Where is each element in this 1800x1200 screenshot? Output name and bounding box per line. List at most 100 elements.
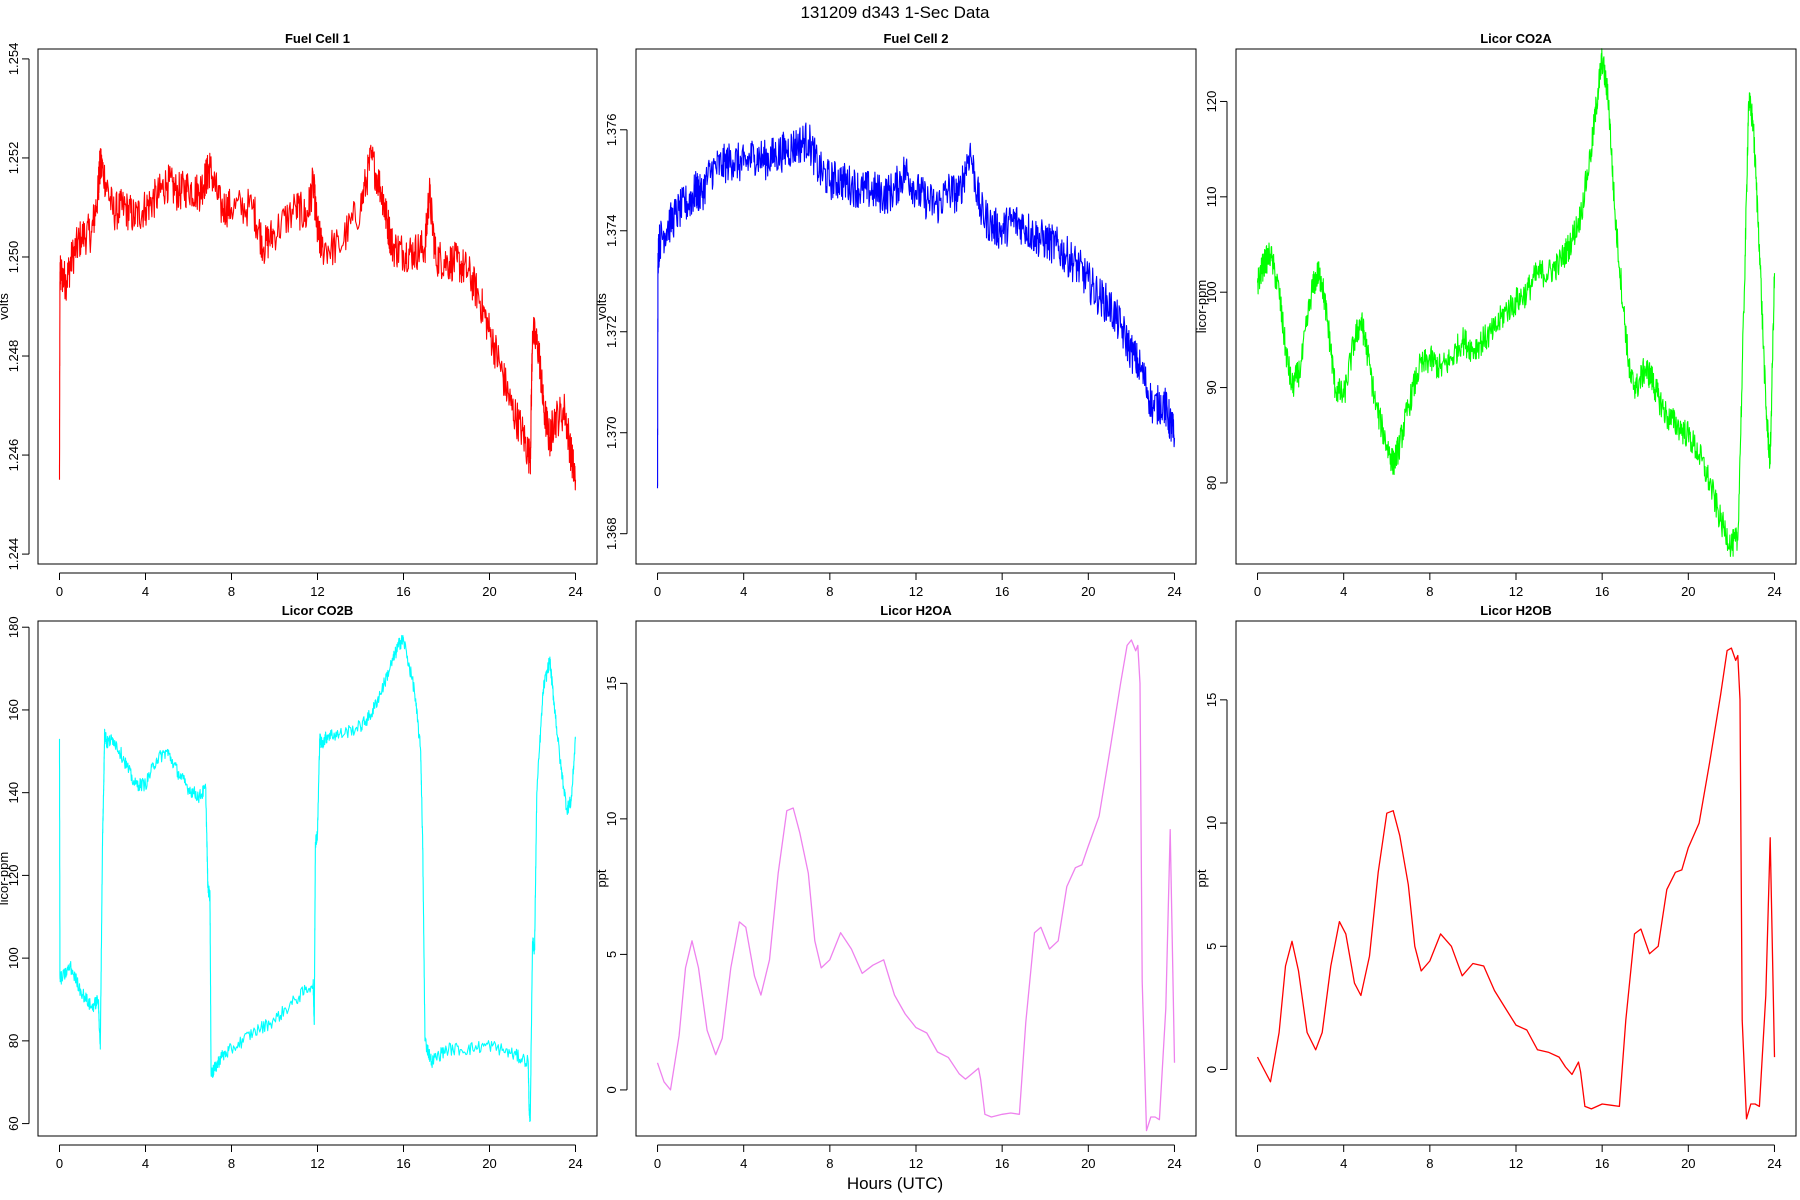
panel-title: Licor CO2A	[1480, 31, 1552, 46]
x-tick-label: 4	[1340, 1156, 1347, 1171]
y-axis-label: ppt	[1194, 869, 1209, 887]
panel-4: 0 4 8 12 16 20 24 60 80 100 120 140 160 180 Licor CO2B…	[0, 603, 598, 1171]
figure-title: 131209 d343 1-Sec Data	[800, 3, 990, 22]
panel-title: Licor CO2B	[282, 603, 354, 618]
y-tick-label: 1.368	[604, 517, 619, 550]
series-line	[58, 634, 577, 1123]
x-tick-label: 8	[826, 584, 833, 599]
y-tick-label: 90	[1204, 380, 1219, 394]
panel-title: Fuel Cell 2	[883, 31, 948, 46]
x-tick-label: 4	[142, 1156, 149, 1171]
plot-frame	[1235, 48, 1797, 565]
panel-title: Licor H2OA	[880, 603, 952, 618]
panel-2: 0 4 8 12 16 20 24 1.368 1.370 1.372 1.374 1.376 Fuel…	[594, 31, 1197, 599]
x-tick-label: 8	[826, 1156, 833, 1171]
y-tick-label: 1.376	[604, 114, 619, 147]
y-axis-label: ppt	[594, 869, 609, 887]
panel-5: 0 4 8 12 16 20 24 0 5 10 15 Licor H2OA ppt	[594, 603, 1197, 1171]
series-line	[656, 639, 1176, 1132]
panels: 0 4 8 12 16 20 24 1.244 1.246 1.248 1.250 1.252 1.25…	[0, 31, 1797, 1171]
x-tick-label: 4	[1340, 584, 1347, 599]
y-tick-label: 160	[6, 699, 21, 721]
x-tick-label: 20	[482, 1156, 496, 1171]
y-tick-label: 80	[1204, 476, 1219, 490]
series-line	[58, 144, 577, 491]
x-tick-label: 0	[1254, 1156, 1261, 1171]
y-tick-label: 15	[1204, 693, 1219, 707]
x-tick-label: 20	[1081, 584, 1095, 599]
series-line	[1256, 48, 1776, 557]
y-tick-label: 5	[1204, 943, 1219, 950]
x-tick-label: 8	[228, 584, 235, 599]
x-tick-label: 12	[909, 1156, 923, 1171]
x-tick-label: 12	[1509, 584, 1523, 599]
series-line	[656, 122, 1176, 489]
x-tick-label: 16	[995, 584, 1009, 599]
y-tick-label: 100	[1204, 281, 1219, 303]
x-tick-label: 16	[1595, 584, 1609, 599]
y-tick-label: 1.250	[6, 241, 21, 274]
y-tick-label: 15	[604, 676, 619, 690]
y-tick-label: 1.374	[604, 214, 619, 247]
plot-frame	[37, 620, 598, 1137]
y-tick-label: 110	[1204, 186, 1219, 207]
x-tick-label: 0	[654, 584, 661, 599]
panel-title: Fuel Cell 1	[285, 31, 350, 46]
x-tick-label: 12	[310, 1156, 324, 1171]
plot-frame	[37, 48, 598, 565]
x-tick-label: 16	[396, 584, 410, 599]
x-tick-label: 0	[56, 1156, 63, 1171]
y-tick-label: 1.254	[6, 43, 21, 76]
y-axis-label: volts	[0, 293, 11, 320]
x-tick-label: 24	[1167, 584, 1181, 599]
x-tick-label: 24	[1167, 1156, 1181, 1171]
x-tick-label: 20	[1681, 1156, 1695, 1171]
panel-1: 0 4 8 12 16 20 24 1.244 1.246 1.248 1.250 1.252 1.25…	[0, 31, 598, 599]
x-tick-label: 4	[740, 1156, 747, 1171]
series-line	[1256, 647, 1776, 1120]
y-tick-label: 1.244	[6, 538, 21, 571]
panel-6: 0 4 8 12 16 20 24 0 5 10 15 Licor H2OB ppt	[1194, 603, 1797, 1171]
x-tick-label: 16	[396, 1156, 410, 1171]
y-tick-label: 140	[6, 782, 21, 804]
y-tick-label: 1.252	[6, 142, 21, 175]
panel-title: Licor H2OB	[1480, 603, 1552, 618]
plot-frame	[635, 620, 1197, 1137]
y-tick-label: 0	[604, 1086, 619, 1093]
x-tick-label: 8	[1426, 1156, 1433, 1171]
x-tick-label: 24	[568, 1156, 582, 1171]
plot-frame	[1235, 620, 1797, 1137]
x-tick-label: 0	[56, 584, 63, 599]
x-tick-label: 12	[909, 584, 923, 599]
x-tick-label: 8	[1426, 584, 1433, 599]
x-tick-label: 20	[1081, 1156, 1095, 1171]
x-tick-label: 12	[310, 584, 324, 599]
y-tick-label: 80	[6, 1034, 21, 1048]
figure-xlabel: Hours (UTC)	[847, 1174, 943, 1193]
x-tick-label: 16	[995, 1156, 1009, 1171]
y-tick-label: 120	[1204, 91, 1219, 113]
y-tick-label: 100	[6, 947, 21, 969]
y-axis-label: licor-ppm	[0, 852, 11, 905]
x-tick-label: 16	[1595, 1156, 1609, 1171]
x-tick-label: 24	[1767, 584, 1781, 599]
x-tick-label: 0	[654, 1156, 661, 1171]
y-tick-label: 5	[604, 951, 619, 958]
x-tick-label: 8	[228, 1156, 235, 1171]
y-tick-label: 1.248	[6, 340, 21, 373]
x-tick-label: 24	[568, 584, 582, 599]
x-tick-label: 24	[1767, 1156, 1781, 1171]
y-axis-label: volts	[594, 293, 609, 320]
y-tick-label: 1.246	[6, 439, 21, 472]
y-tick-label: 10	[604, 812, 619, 826]
x-tick-label: 20	[1681, 584, 1695, 599]
plot-frame	[635, 48, 1197, 565]
y-tick-label: 1.372	[604, 315, 619, 348]
y-tick-label: 10	[1204, 816, 1219, 830]
y-tick-label: 60	[6, 1116, 21, 1130]
x-tick-label: 4	[142, 584, 149, 599]
y-tick-label: 0	[1204, 1066, 1219, 1073]
x-tick-label: 0	[1254, 584, 1261, 599]
x-tick-label: 20	[482, 584, 496, 599]
